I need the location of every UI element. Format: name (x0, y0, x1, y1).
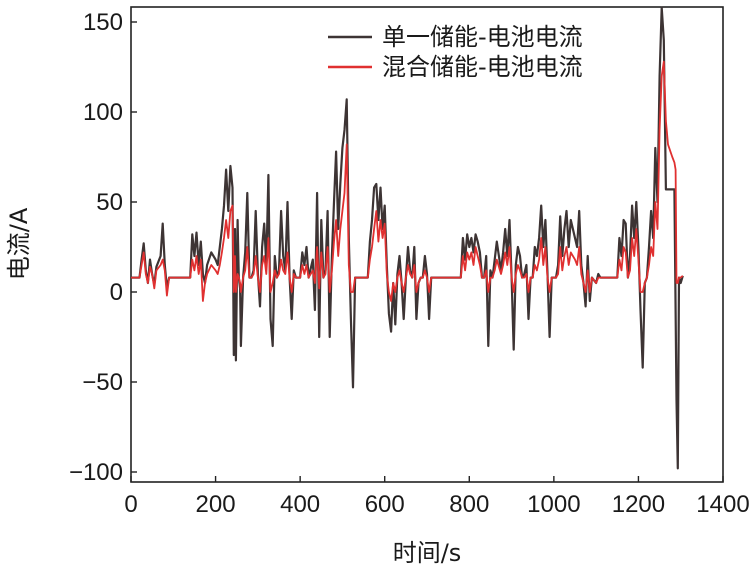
x-tick-label: 200 (196, 491, 236, 518)
series-line-hybrid-storage (131, 60, 684, 302)
y-tick-label: 150 (83, 9, 123, 36)
x-tick-label: 1000 (527, 491, 580, 518)
x-tick-label: 800 (449, 491, 489, 518)
y-tick-label: −50 (82, 369, 123, 396)
y-tick-label: −100 (69, 459, 123, 486)
legend-label: 单一储能-电池电流 (382, 23, 583, 51)
x-tick-label: 600 (365, 491, 405, 518)
legend-label: 混合储能-电池电流 (382, 53, 583, 81)
x-axis-title: 时间/s (393, 539, 462, 567)
x-tick-label: 1200 (612, 491, 665, 518)
plot-frame (130, 6, 724, 483)
y-tick-label: 50 (96, 189, 123, 216)
x-axis-ticks: 0 200 400 600 800 1000 1200 1400 (124, 476, 750, 518)
series-lines (131, 6, 684, 470)
y-axis-title: 电流/A (5, 207, 33, 280)
x-tick-label: 1400 (696, 491, 749, 518)
x-tick-label: 0 (124, 491, 137, 518)
x-tick-label: 400 (280, 491, 320, 518)
y-tick-label: 100 (83, 99, 123, 126)
y-tick-label: 0 (110, 279, 123, 306)
y-axis-ticks: −100 −50 0 50 100 150 (69, 9, 137, 486)
